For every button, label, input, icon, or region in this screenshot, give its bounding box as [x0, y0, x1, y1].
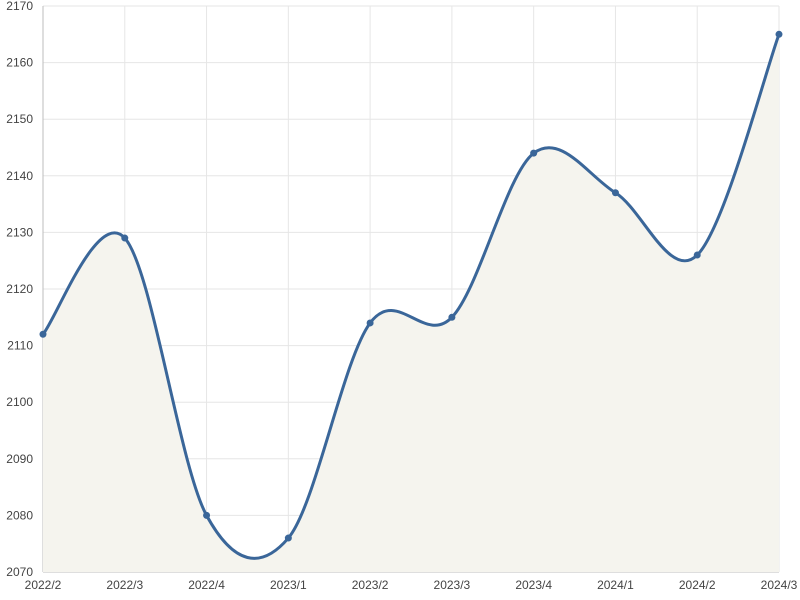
- y-tick-label: 2090: [6, 452, 33, 466]
- x-axis-labels: 2022/2 2022/3 2022/4 2023/1 2023/2 2023/3 2023…: [25, 578, 798, 592]
- data-point: [366, 319, 374, 327]
- x-tick-label: 2022/3: [106, 578, 143, 592]
- data-point: [121, 234, 129, 242]
- y-tick-label: 2160: [6, 56, 33, 70]
- y-tick-label: 2110: [7, 339, 33, 353]
- x-tick-label: 2022/4: [188, 578, 225, 592]
- y-tick-label: 2070: [6, 565, 33, 579]
- y-tick-label: 2080: [6, 508, 33, 522]
- data-point: [693, 251, 701, 259]
- y-tick-label: 2120: [6, 282, 33, 296]
- x-tick-label: 2024/3: [761, 578, 798, 592]
- x-tick-label: 2023/1: [270, 578, 307, 592]
- x-tick-label: 2022/2: [25, 578, 62, 592]
- y-tick-label: 2150: [6, 112, 33, 126]
- x-tick-label: 2023/2: [352, 578, 389, 592]
- y-tick-label: 2100: [6, 395, 33, 409]
- data-point: [775, 30, 783, 38]
- series-line: [41, 33, 781, 560]
- data-point: [39, 330, 47, 338]
- y-axis-labels: 2070 2080 2090 2100 2110 2120 2130 2140 2150 2160…: [6, 0, 33, 579]
- x-tick-label: 2023/3: [434, 578, 471, 592]
- x-tick-label: 2023/4: [515, 578, 552, 592]
- x-tick-label: 2024/1: [597, 578, 634, 592]
- y-tick-label: 2170: [6, 0, 33, 13]
- data-point: [284, 534, 292, 542]
- data-point: [611, 189, 619, 197]
- data-point: [448, 313, 456, 321]
- y-tick-label: 2130: [6, 225, 33, 239]
- x-tick-label: 2024/2: [679, 578, 716, 592]
- data-points: [39, 30, 783, 542]
- y-tick-label: 2140: [6, 169, 33, 183]
- area-fill: [43, 34, 779, 573]
- data-point: [530, 149, 538, 157]
- data-point: [203, 511, 211, 519]
